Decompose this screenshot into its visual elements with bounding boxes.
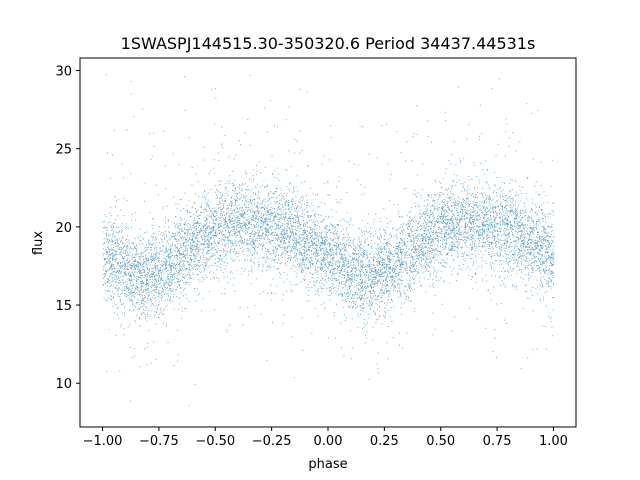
x-tick-label: −0.25 xyxy=(252,434,292,449)
x-tick-label: 1.00 xyxy=(539,434,568,449)
x-axis-label: phase xyxy=(308,457,347,472)
x-tick-label: 0.00 xyxy=(314,434,343,449)
y-tick-label: 30 xyxy=(55,65,72,80)
x-tick-label: −0.50 xyxy=(195,434,235,449)
x-tick-label: −1.00 xyxy=(83,434,123,449)
chart-title: 1SWASPJ144515.30-350320.6 Period 34437.4… xyxy=(121,34,536,53)
x-tick-label: 0.50 xyxy=(426,434,455,449)
x-tick-label: 0.75 xyxy=(483,434,512,449)
x-tick-label: 0.25 xyxy=(370,434,399,449)
data-points xyxy=(102,74,555,406)
y-tick-label: 15 xyxy=(55,299,72,314)
scatter-point-cloud xyxy=(102,74,555,406)
y-tick-label: 20 xyxy=(55,221,72,236)
x-tick-label: −0.75 xyxy=(139,434,179,449)
y-tick-label: 25 xyxy=(55,143,72,158)
x-axis: −1.00 −0.75 −0.50 −0.25 0.00 0.25 0.50 0.75 1.00 xyxy=(83,427,568,449)
y-axis: 10 15 20 25 30 xyxy=(55,65,80,392)
y-tick-label: 10 xyxy=(55,377,72,392)
y-axis-label: flux xyxy=(31,231,46,255)
